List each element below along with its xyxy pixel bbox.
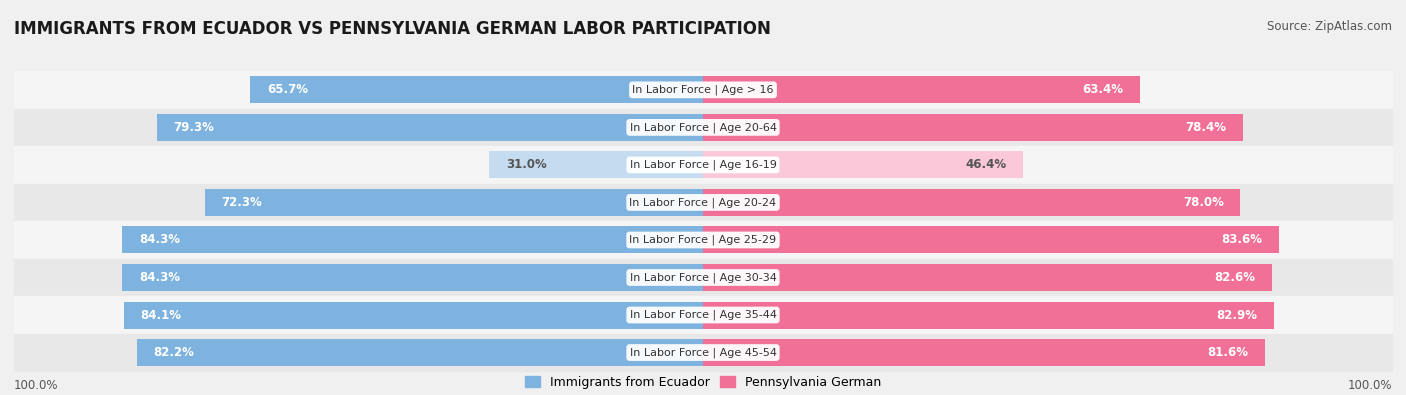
Text: In Labor Force | Age 25-29: In Labor Force | Age 25-29 — [630, 235, 776, 245]
Bar — [703, 226, 1279, 254]
Bar — [14, 71, 1392, 109]
Bar — [14, 221, 1392, 259]
Bar — [703, 76, 1140, 103]
Text: 84.3%: 84.3% — [139, 271, 180, 284]
Bar — [703, 264, 1272, 291]
Bar — [14, 259, 1392, 296]
Bar — [156, 114, 703, 141]
Text: 83.6%: 83.6% — [1222, 233, 1263, 246]
Bar — [703, 114, 1243, 141]
Text: In Labor Force | Age 20-64: In Labor Force | Age 20-64 — [630, 122, 776, 133]
Bar — [14, 184, 1392, 221]
Bar — [122, 264, 703, 291]
Text: 46.4%: 46.4% — [965, 158, 1007, 171]
Bar — [136, 339, 703, 366]
Text: 63.4%: 63.4% — [1083, 83, 1123, 96]
Bar — [703, 151, 1022, 179]
Text: 78.0%: 78.0% — [1182, 196, 1223, 209]
Text: 84.3%: 84.3% — [139, 233, 180, 246]
Bar — [122, 226, 703, 254]
Text: Source: ZipAtlas.com: Source: ZipAtlas.com — [1267, 20, 1392, 33]
Bar — [250, 76, 703, 103]
Text: In Labor Force | Age 35-44: In Labor Force | Age 35-44 — [630, 310, 776, 320]
Text: 78.4%: 78.4% — [1185, 121, 1226, 134]
Bar — [205, 189, 703, 216]
Text: In Labor Force | Age > 16: In Labor Force | Age > 16 — [633, 85, 773, 95]
Bar — [124, 301, 703, 329]
Bar — [489, 151, 703, 179]
Bar — [703, 339, 1265, 366]
Bar — [703, 301, 1274, 329]
Bar — [14, 146, 1392, 184]
Text: In Labor Force | Age 20-24: In Labor Force | Age 20-24 — [630, 197, 776, 208]
Text: 65.7%: 65.7% — [267, 83, 308, 96]
Text: In Labor Force | Age 45-54: In Labor Force | Age 45-54 — [630, 347, 776, 358]
Legend: Immigrants from Ecuador, Pennsylvania German: Immigrants from Ecuador, Pennsylvania Ge… — [524, 376, 882, 389]
Text: 100.0%: 100.0% — [1347, 379, 1392, 391]
Bar — [14, 109, 1392, 146]
Text: 82.6%: 82.6% — [1215, 271, 1256, 284]
Text: IMMIGRANTS FROM ECUADOR VS PENNSYLVANIA GERMAN LABOR PARTICIPATION: IMMIGRANTS FROM ECUADOR VS PENNSYLVANIA … — [14, 20, 770, 38]
Text: 72.3%: 72.3% — [221, 196, 262, 209]
Text: 82.9%: 82.9% — [1216, 308, 1257, 322]
Text: 100.0%: 100.0% — [14, 379, 59, 391]
Bar — [14, 334, 1392, 371]
Text: 81.6%: 81.6% — [1208, 346, 1249, 359]
Text: 31.0%: 31.0% — [506, 158, 547, 171]
Bar — [703, 189, 1240, 216]
Bar — [14, 296, 1392, 334]
Text: In Labor Force | Age 30-34: In Labor Force | Age 30-34 — [630, 272, 776, 283]
Text: 79.3%: 79.3% — [173, 121, 214, 134]
Text: 84.1%: 84.1% — [141, 308, 181, 322]
Text: 82.2%: 82.2% — [153, 346, 194, 359]
Text: In Labor Force | Age 16-19: In Labor Force | Age 16-19 — [630, 160, 776, 170]
